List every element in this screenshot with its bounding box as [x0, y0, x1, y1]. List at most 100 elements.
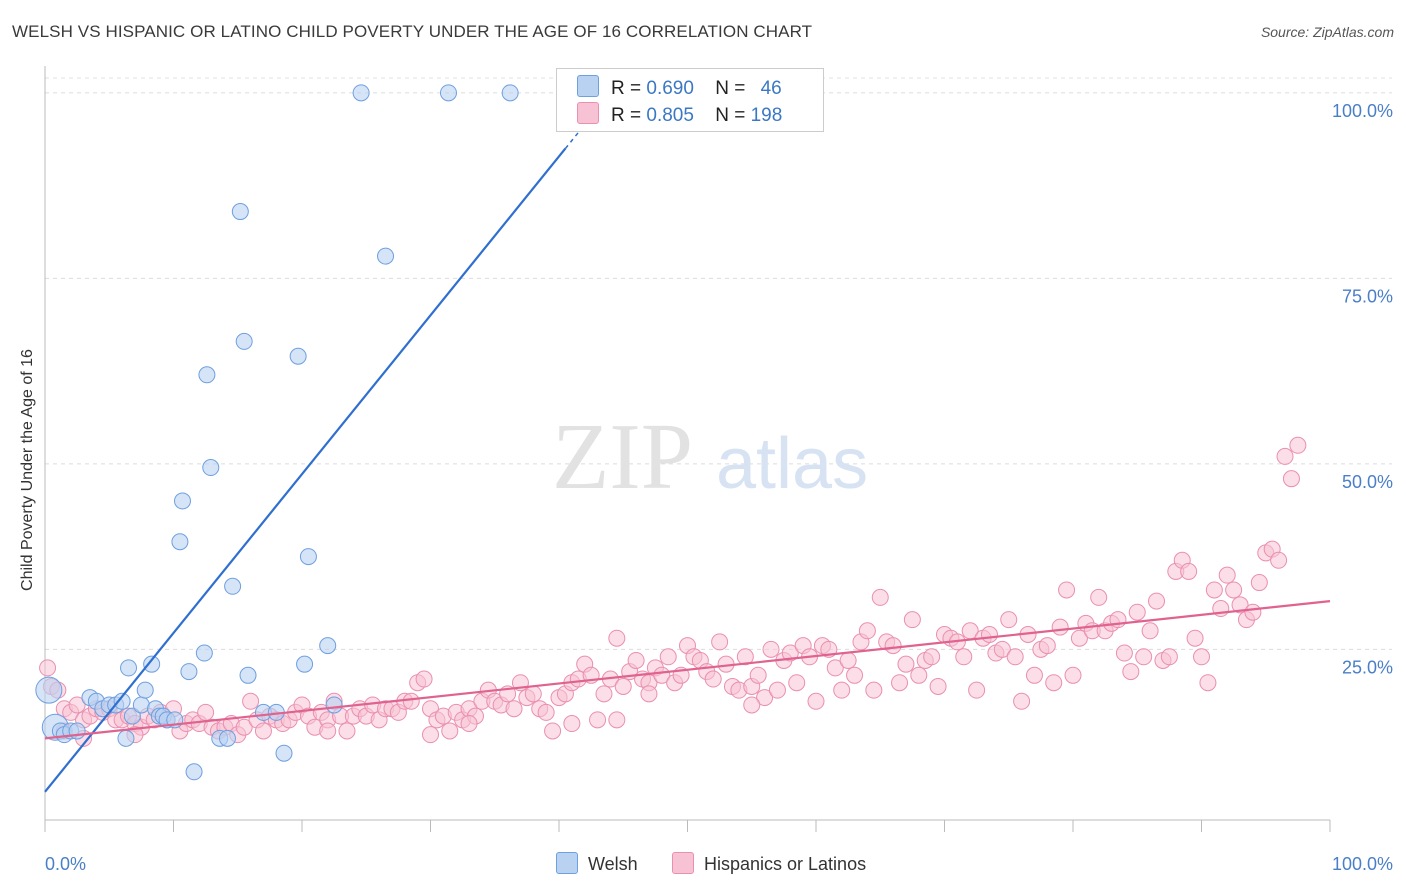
welsh-point [352, 84, 370, 102]
hispanic-point [589, 711, 607, 729]
hispanic-point [627, 651, 645, 669]
welsh-point [235, 332, 253, 350]
welsh-point [198, 366, 216, 384]
watermark: ZIP atlas [552, 405, 868, 509]
bottom-hispanic-swatch [672, 852, 694, 874]
hispanic-point [415, 670, 433, 688]
hispanic-point [1090, 588, 1108, 606]
hispanic-point [1051, 618, 1069, 636]
hispanic-r-value: 0.805 [646, 105, 694, 126]
hispanic-point [756, 689, 774, 707]
hispanic-point [608, 629, 626, 647]
hispanic-point [1244, 603, 1262, 621]
hispanic-point [1205, 581, 1223, 599]
hispanic-point [743, 696, 761, 714]
hispanic-point [1070, 629, 1088, 647]
hispanic-point [608, 711, 626, 729]
y-tick-label: 50.0% [1342, 472, 1393, 492]
bottom-legend-hispanic: Hispanics or Latinos [672, 852, 866, 875]
bottom-welsh-swatch [556, 852, 578, 874]
hispanic-point [839, 651, 857, 669]
hispanic-point [544, 722, 562, 740]
hispanic-point [1013, 692, 1031, 710]
welsh-r-value: 0.690 [646, 78, 694, 99]
y-tick-label: 25.0% [1342, 657, 1393, 677]
hispanic-point [993, 640, 1011, 658]
y-axis-label-wrap: Child Poverty Under the Age of 16 [16, 160, 40, 780]
welsh-point [224, 577, 242, 595]
hispanic-point [865, 681, 883, 699]
hispanic-point [807, 692, 825, 710]
hispanic-point [781, 644, 799, 662]
hispanic-point [1006, 648, 1024, 666]
hispanic-point [968, 681, 986, 699]
bottom-welsh-label: Welsh [588, 854, 638, 874]
hispanic-point [762, 640, 780, 658]
hispanic-point [910, 666, 928, 684]
welsh-n-value: 46 [760, 78, 782, 99]
hispanic-point [1045, 674, 1063, 692]
hispanic-point [659, 648, 677, 666]
hispanic-point [1000, 611, 1018, 629]
hispanic-point [614, 677, 632, 695]
welsh-point [296, 655, 314, 673]
hispanic-point [319, 722, 337, 740]
welsh-point [120, 659, 138, 677]
welsh-points [35, 84, 519, 781]
welsh-point [180, 663, 198, 681]
welsh-point [185, 763, 203, 781]
hispanic-point [923, 648, 941, 666]
hispanic-point [1025, 666, 1043, 684]
hispanic-point [788, 674, 806, 692]
hispanic-point [1199, 674, 1217, 692]
hispanic-point [1115, 644, 1133, 662]
welsh-r-label: R = [611, 78, 642, 99]
hispanic-trend-line [44, 600, 1331, 740]
y-tick-label: 75.0% [1342, 286, 1393, 306]
legend-row-welsh: R = 0.690 N = 46 [577, 75, 782, 99]
x-tick-label-min: 0.0% [45, 854, 86, 874]
hispanic-point [846, 666, 864, 684]
hispanic-point [891, 674, 909, 692]
hispanic-r-label: R = [611, 105, 642, 126]
hispanic-point [826, 659, 844, 677]
welsh-point [239, 666, 257, 684]
hispanic-swatch [577, 102, 599, 124]
tick-labels: 25.0% 50.0% 75.0% 100.0% 0.0% 100.0% [45, 101, 1393, 874]
hispanic-n-value: 198 [750, 105, 783, 126]
y-tick-label: 100.0% [1332, 101, 1393, 121]
welsh-trend-line [44, 147, 567, 793]
hispanic-point [1160, 648, 1178, 666]
hispanic-point [1058, 581, 1076, 599]
hispanic-point [1231, 596, 1249, 614]
hispanic-point [242, 692, 260, 710]
bottom-hispanic-label: Hispanics or Latinos [704, 854, 867, 874]
hispanic-point [711, 633, 729, 651]
correlation-legend: R = 0.690 N = 46 R = 0.805 N = 198 [556, 68, 824, 132]
x-tick-label-max: 100.0% [1332, 854, 1393, 874]
hispanic-point [460, 715, 478, 733]
hispanic-point [1122, 663, 1140, 681]
hispanic-point [537, 703, 555, 721]
hispanic-point [1064, 666, 1082, 684]
hispanic-point [858, 622, 876, 640]
watermark-atlas: atlas [716, 424, 868, 504]
welsh-swatch [577, 75, 599, 97]
y-axis-label: Child Poverty Under the Age of 16 [19, 349, 36, 591]
hispanic-point [929, 677, 947, 695]
welsh-point [231, 203, 249, 221]
welsh-point [35, 676, 63, 704]
hispanic-point [749, 666, 767, 684]
welsh-point [195, 644, 213, 662]
hispanic-point [68, 696, 86, 714]
hispanic-point [903, 611, 921, 629]
hispanic-point [871, 588, 889, 606]
hispanic-point [884, 637, 902, 655]
welsh-point [501, 84, 519, 102]
welsh-point [143, 655, 161, 673]
hispanic-point [505, 700, 523, 718]
hispanic-point [1038, 637, 1056, 655]
hispanic-point [338, 722, 356, 740]
welsh-point [173, 492, 191, 510]
